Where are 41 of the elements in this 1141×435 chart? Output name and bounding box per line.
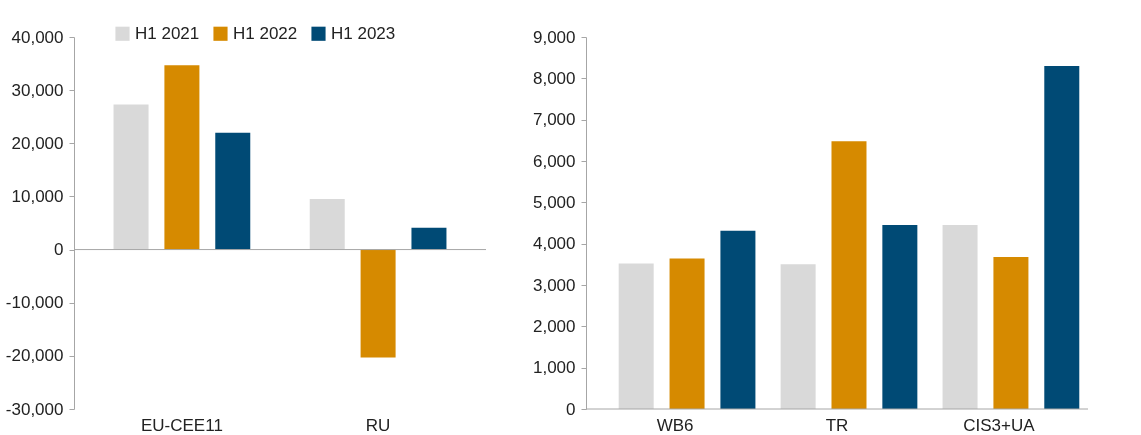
bar [669, 258, 705, 409]
y-tick-label: 20,000 [11, 133, 64, 153]
y-tick-label: 7,000 [532, 110, 576, 130]
x-tick-label: RU [365, 415, 391, 435]
x-tick-label: WB6 [656, 415, 694, 435]
bar [411, 227, 447, 250]
y-tick-label: 1,000 [532, 358, 576, 378]
x-tick-label: EU-CEE11 [140, 415, 223, 435]
y-tick-label: -10,000 [5, 293, 64, 313]
y-tick-label: -20,000 [5, 346, 64, 366]
y-tick-label: 6,000 [532, 151, 576, 171]
bar [993, 256, 1029, 409]
x-tick-label: CIS3+UA [963, 415, 1036, 435]
legend-label: H1 2021 [135, 23, 200, 43]
bar [720, 230, 756, 409]
y-tick-label: 0 [54, 240, 64, 260]
y-tick-label: 30,000 [11, 80, 64, 100]
bar [113, 104, 149, 250]
y-tick-label: 2,000 [532, 316, 576, 336]
bar [831, 141, 867, 409]
bar [780, 264, 816, 409]
y-tick-label: 9,000 [532, 27, 576, 47]
bar [942, 225, 978, 409]
y-tick-label: 40,000 [11, 27, 64, 47]
y-tick-label: 5,000 [532, 192, 576, 212]
y-tick-label: 10,000 [11, 186, 64, 206]
bar [164, 65, 200, 250]
y-tick-label: 8,000 [532, 68, 576, 88]
bar [309, 199, 345, 250]
y-tick-label: 0 [566, 399, 576, 419]
y-tick-label: 4,000 [532, 234, 576, 254]
legend-label: H1 2023 [331, 23, 396, 43]
bar [618, 263, 654, 409]
x-tick-label: TR [825, 415, 849, 435]
legend-label: H1 2022 [233, 23, 298, 43]
bar [360, 249, 396, 358]
bar [215, 132, 251, 250]
bar [1044, 65, 1080, 409]
y-tick-label: 3,000 [532, 275, 576, 295]
y-tick-label: -30,000 [5, 399, 64, 419]
bar [882, 225, 918, 409]
